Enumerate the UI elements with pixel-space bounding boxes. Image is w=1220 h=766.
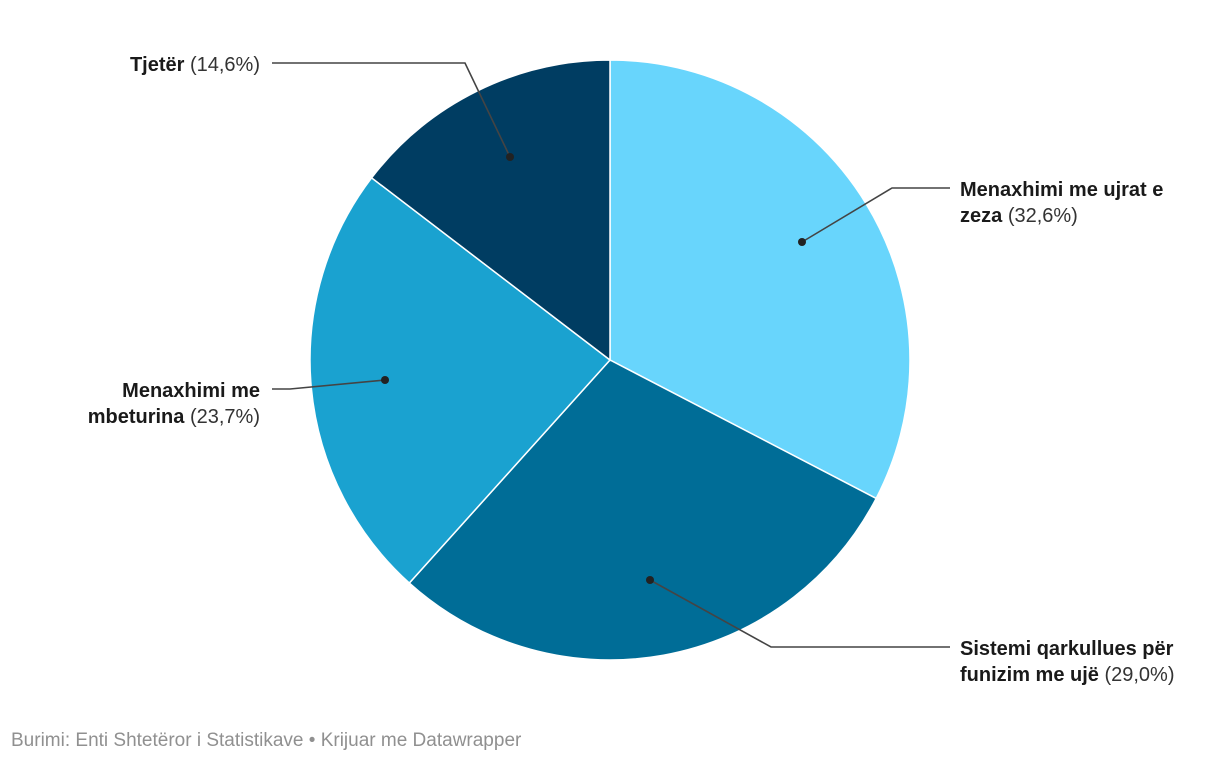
slice-label-menaxhimi-ujrat: Menaxhimi me ujrat e zeza (32,6%) xyxy=(960,177,1210,229)
slice-label-value: (32,6%) xyxy=(1007,205,1078,227)
leader-line-menaxhimi-ujrat xyxy=(801,187,950,243)
leader-dot-tjeter xyxy=(506,153,514,161)
source-footer: Burimi: Enti Shtetëror i Statistikave • … xyxy=(11,730,522,751)
leader-line-tjeter xyxy=(272,62,511,158)
slice-label-name: Sistemi qarkullues për funizim me ujë xyxy=(960,638,1174,686)
slice-label-sistemi-qarkullues: Sistemi qarkullues për funizim me ujë (2… xyxy=(960,636,1215,688)
leader-dot-menaxhimi-ujrat xyxy=(798,238,806,246)
pie-slice-3 xyxy=(370,59,611,362)
slice-label-tjeter: Tjetër (14,6%) xyxy=(40,52,260,78)
slice-label-name: Tjetër xyxy=(129,54,185,76)
pie-slice-1 xyxy=(408,359,878,661)
pie-slices xyxy=(309,59,911,661)
leader-line-menaxhimi-mbeturina xyxy=(272,379,386,390)
slice-label-value: (29,0%) xyxy=(1104,664,1175,686)
leader-dot-sistemi-qarkullues xyxy=(646,576,654,584)
leader-dot-menaxhimi-mbeturina xyxy=(381,376,389,384)
slice-label-value: (14,6%) xyxy=(189,54,260,76)
slice-label-name: Menaxhimi me mbeturina xyxy=(87,380,260,428)
slice-label-value: (23,7%) xyxy=(189,406,260,428)
slice-label-menaxhimi-mbeturina: Menaxhimi me mbeturina (23,7%) xyxy=(40,378,260,430)
leader-line-sistemi-qarkullues xyxy=(649,579,950,648)
pie-slice-2 xyxy=(309,176,612,585)
slice-label-name: Menaxhimi me ujrat e zeza xyxy=(960,179,1164,227)
pie-slice-0 xyxy=(609,59,911,500)
